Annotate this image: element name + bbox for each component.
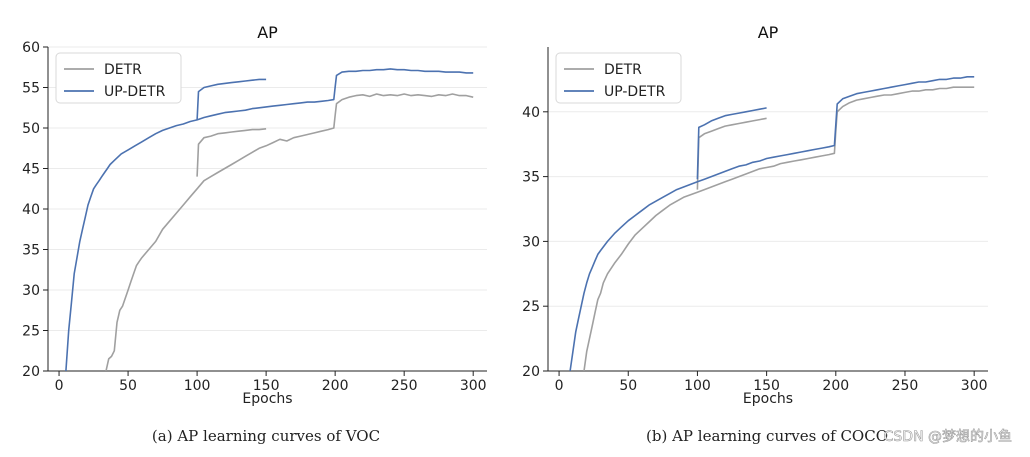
x-tick-label: 150 xyxy=(753,378,780,394)
x-axis-label: Epochs xyxy=(743,391,793,407)
chart-panel-coco: (b) AP learning curves of COCO 20 25 30 35 4… xyxy=(522,23,988,445)
y-tick-label: 30 xyxy=(22,283,40,299)
y-tick-label: 25 xyxy=(522,299,540,315)
x-tick-label: 0 xyxy=(55,378,64,394)
x-tick-label: 0 xyxy=(555,378,564,394)
y-tick-label: 25 xyxy=(22,324,40,340)
x-tick-label: 200 xyxy=(322,378,349,394)
y-tick-label: 55 xyxy=(22,81,40,97)
x-tick-label: 100 xyxy=(184,378,211,394)
y-tick-label: 40 xyxy=(22,202,40,218)
chart-caption: (a) AP learning curves of VOC xyxy=(152,427,380,445)
y-tick-label: 30 xyxy=(522,234,540,250)
watermark: CSDN @梦想的小鱼 xyxy=(884,428,1012,445)
series-line-detr xyxy=(105,93,474,371)
series-line-up-detr xyxy=(696,107,767,180)
legend-label: DETR xyxy=(104,62,142,78)
x-tick-label: 250 xyxy=(391,378,418,394)
x-tick-label: 50 xyxy=(119,378,137,394)
y-tick-label: 20 xyxy=(22,364,40,380)
legend-label: DETR xyxy=(604,62,642,78)
chart-title: AP xyxy=(257,23,278,42)
legend-label: UP-DETR xyxy=(604,84,666,100)
x-tick-label: 100 xyxy=(684,378,711,394)
x-tick-label: 300 xyxy=(961,378,988,394)
x-tick-label: 300 xyxy=(460,378,487,394)
x-tick-label: 150 xyxy=(253,378,280,394)
series-line-detr xyxy=(196,128,267,177)
x-tick-label: 250 xyxy=(892,378,919,394)
series-line-detr xyxy=(583,86,975,371)
series-line-up-detr xyxy=(196,78,267,120)
x-tick-label: 200 xyxy=(822,378,849,394)
x-axis-label: Epochs xyxy=(242,391,292,407)
y-tick-label: 50 xyxy=(22,121,40,137)
series-line-up-detr xyxy=(65,68,474,371)
x-tick-label: 50 xyxy=(619,378,637,394)
series-line-detr xyxy=(696,117,767,190)
y-tick-label: 45 xyxy=(22,162,40,178)
y-tick-label: 35 xyxy=(22,243,40,259)
y-tick-label: 60 xyxy=(22,40,40,56)
chart-panel-voc: (a) AP learning curves of VOC 20 25 30 35 40… xyxy=(22,23,487,445)
y-tick-label: 20 xyxy=(522,364,540,380)
chart-caption: (b) AP learning curves of COCO xyxy=(646,427,888,445)
y-tick-label: 40 xyxy=(522,105,540,121)
series-line-up-detr xyxy=(569,76,975,371)
y-tick-label: 35 xyxy=(522,170,540,186)
legend-label: UP-DETR xyxy=(104,84,166,100)
chart-title: AP xyxy=(758,23,779,42)
